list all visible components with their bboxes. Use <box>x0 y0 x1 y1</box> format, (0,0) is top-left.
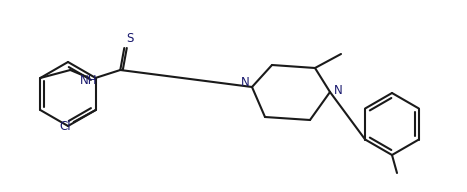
Text: S: S <box>127 32 134 46</box>
Text: N: N <box>241 76 249 89</box>
Text: Cl: Cl <box>59 121 71 133</box>
Text: N: N <box>333 84 342 97</box>
Text: NH: NH <box>79 74 97 87</box>
